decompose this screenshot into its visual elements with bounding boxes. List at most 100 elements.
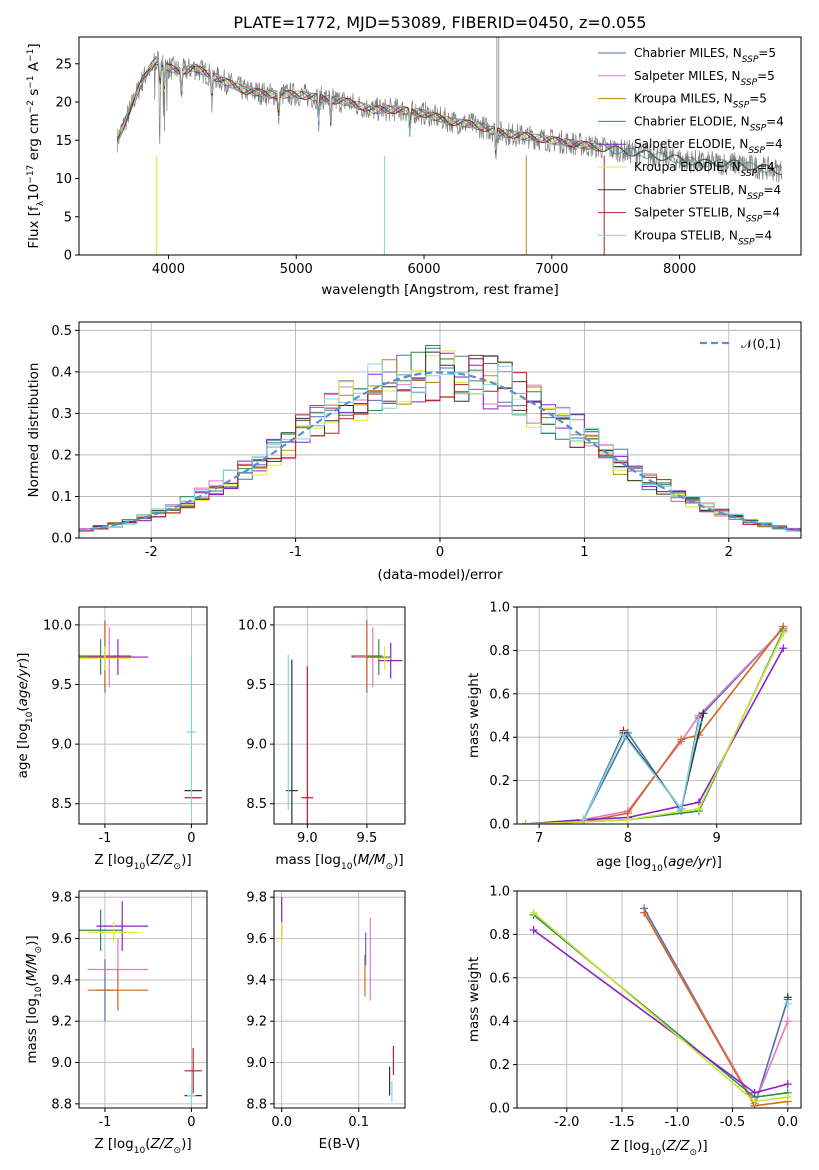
x-tick-label: 4000 — [152, 262, 185, 277]
residual-histogram — [79, 354, 801, 531]
y-tick-label: 8.5 — [51, 797, 72, 812]
y-tick-label: 9.0 — [246, 1056, 267, 1071]
y-tick-label: 9.5 — [246, 678, 267, 693]
x-tick-label: -2.0 — [554, 1115, 579, 1130]
x-tick-label: 7 — [535, 831, 543, 846]
y-tick-label: 0.6 — [489, 971, 510, 986]
axes-spectrum: 4000 5000 6000 7000 8000 0 5 10 15 20 25 — [55, 36, 802, 277]
axes-residuals: -2 -1 0 1 2 0.0 0.1 0.2 0.3 0.4 0.5 — [51, 321, 802, 560]
y-tick-label: 0.0 — [489, 818, 510, 833]
y-axis-label: Flux [fλ10−17 erg cm−2 s−1 A−1] — [26, 43, 46, 248]
y-tick-label: 0.0 — [489, 1102, 510, 1117]
y-tick-label: 0.4 — [489, 1015, 510, 1030]
y-tick-label: 8.8 — [246, 1097, 267, 1112]
x-axis-label: Z [log10(Z/Z⊙)] — [94, 852, 191, 872]
residual-histogram — [79, 352, 801, 531]
plot-area-residuals — [79, 345, 801, 532]
axes-mass_vs_ebv: 0.0 0.1 8.8 9.0 9.2 9.4 9.6 9.8 — [246, 890, 406, 1130]
axes-weight_vs_age: 7 8 9 0.0 0.2 0.4 0.6 0.8 1.0 — [489, 601, 802, 846]
plot-area-spectrum — [116, 37, 783, 255]
legend-label: Salpeter MILES, NSSP=5 — [634, 69, 775, 88]
y-tick-label: 8.5 — [246, 797, 267, 812]
legend-label: Chabrier MILES, NSSP=5 — [634, 46, 776, 65]
y-tick-label: 0.0 — [51, 532, 72, 547]
legend-label: Chabrier STELIB, NSSP=4 — [634, 183, 781, 202]
x-tick-label: 6000 — [407, 262, 440, 277]
y-axis-label: mass weight — [466, 957, 482, 1042]
y-tick-label: 0.2 — [51, 448, 72, 463]
x-axis-label: mass [log10(M/M⊙)] — [275, 852, 403, 872]
y-tick-label: 9.6 — [246, 932, 267, 947]
weight-series-line — [525, 632, 785, 824]
legend-label: Kroupa STELIB, NSSP=4 — [634, 228, 772, 247]
legend-label: Salpeter ELODIE, NSSP=4 — [634, 137, 783, 156]
axes-age_vs_Z: -1 0 8.5 9.0 9.5 10.0 — [43, 606, 208, 846]
axes-age_vs_mass: 9.0 9.5 8.5 9.0 9.5 10.0 — [238, 606, 406, 846]
residual-histogram — [79, 363, 801, 531]
y-tick-label: 1.0 — [489, 885, 510, 900]
legend-label: Kroupa ELODIE, NSSP=4 — [634, 160, 775, 179]
x-tick-label: 8 — [624, 831, 632, 846]
weight-series-line — [582, 721, 700, 821]
y-tick-label: 0.3 — [51, 407, 72, 422]
axes-frame — [516, 890, 802, 1109]
weight-series-line — [525, 628, 784, 824]
axes-mass_vs_Z: -1 0 8.8 9.0 9.2 9.4 9.6 9.8 — [51, 890, 208, 1130]
y-tick-label: 0.4 — [489, 731, 510, 746]
y-tick-label: 9.4 — [246, 973, 267, 988]
plot-area-mass_vs_Z — [79, 901, 202, 1106]
x-tick-label: -1.5 — [609, 1115, 634, 1130]
x-tick-label: -1 — [289, 545, 302, 560]
legend-label: 𝒩(0,1) — [741, 337, 781, 351]
axes-frame — [78, 890, 208, 1109]
y-tick-label: 8.8 — [51, 1097, 72, 1112]
y-tick-label: 0.2 — [489, 1058, 510, 1073]
x-tick-label: 7000 — [535, 262, 568, 277]
axes-frame — [516, 606, 802, 825]
x-tick-label: 9.0 — [297, 831, 318, 846]
y-axis-label: mass weight — [466, 673, 482, 758]
axes-frame — [273, 890, 406, 1109]
x-axis-label: E(B-V) — [319, 1136, 361, 1152]
x-tick-label: -1 — [98, 831, 111, 846]
weight-series-line — [525, 647, 785, 824]
x-tick-label: -1 — [98, 1115, 111, 1130]
y-axis-label: age [log10(age/yr)] — [15, 653, 35, 779]
x-tick-label: 2 — [725, 545, 733, 560]
plot-area-weight_vs_Z — [529, 904, 792, 1108]
y-tick-label: 0.8 — [489, 644, 510, 659]
y-axis-label: Normed distribution — [26, 363, 42, 498]
weight-series-line — [582, 713, 705, 821]
x-tick-label: 0 — [187, 831, 195, 846]
x-axis-label: Z [log10(Z/Z⊙)] — [94, 1136, 191, 1156]
legend-label: Kroupa MILES, NSSP=5 — [634, 92, 767, 111]
y-tick-label: 9.0 — [51, 738, 72, 753]
y-tick-label: 25 — [55, 57, 72, 72]
y-tick-label: 9.8 — [246, 891, 267, 906]
weight-series-line — [525, 628, 784, 824]
x-tick-label: 0.0 — [271, 1115, 292, 1130]
y-tick-label: 9.6 — [51, 932, 72, 947]
x-tick-label: 9 — [713, 831, 721, 846]
x-axis-label: wavelength [Angstrom, rest frame] — [321, 282, 559, 298]
plot-area-age_vs_mass — [285, 620, 403, 824]
y-tick-label: 10 — [55, 172, 72, 187]
plot-area-age_vs_Z — [79, 620, 202, 810]
x-tick-label: 9.5 — [357, 831, 378, 846]
figure-title: PLATE=1772, MJD=53089, FIBERID=0450, z=0… — [233, 13, 646, 32]
legend-label: Chabrier ELODIE, NSSP=4 — [634, 114, 784, 133]
y-tick-label: 9.2 — [246, 1015, 267, 1030]
x-tick-label: 0 — [187, 1115, 195, 1130]
y-tick-label: 0 — [64, 249, 72, 264]
y-tick-label: 0.6 — [489, 687, 510, 702]
y-tick-label: 9.5 — [51, 678, 72, 693]
y-tick-label: 9.4 — [51, 973, 72, 988]
spectrum-data-line — [116, 50, 783, 183]
y-tick-label: 9.2 — [51, 1015, 72, 1030]
model-spectrum-line — [116, 60, 604, 152]
axes-frame — [78, 606, 208, 825]
y-tick-label: 0.8 — [489, 928, 510, 943]
weight-series-line — [643, 912, 789, 1106]
model-spectrum-line — [116, 57, 604, 154]
